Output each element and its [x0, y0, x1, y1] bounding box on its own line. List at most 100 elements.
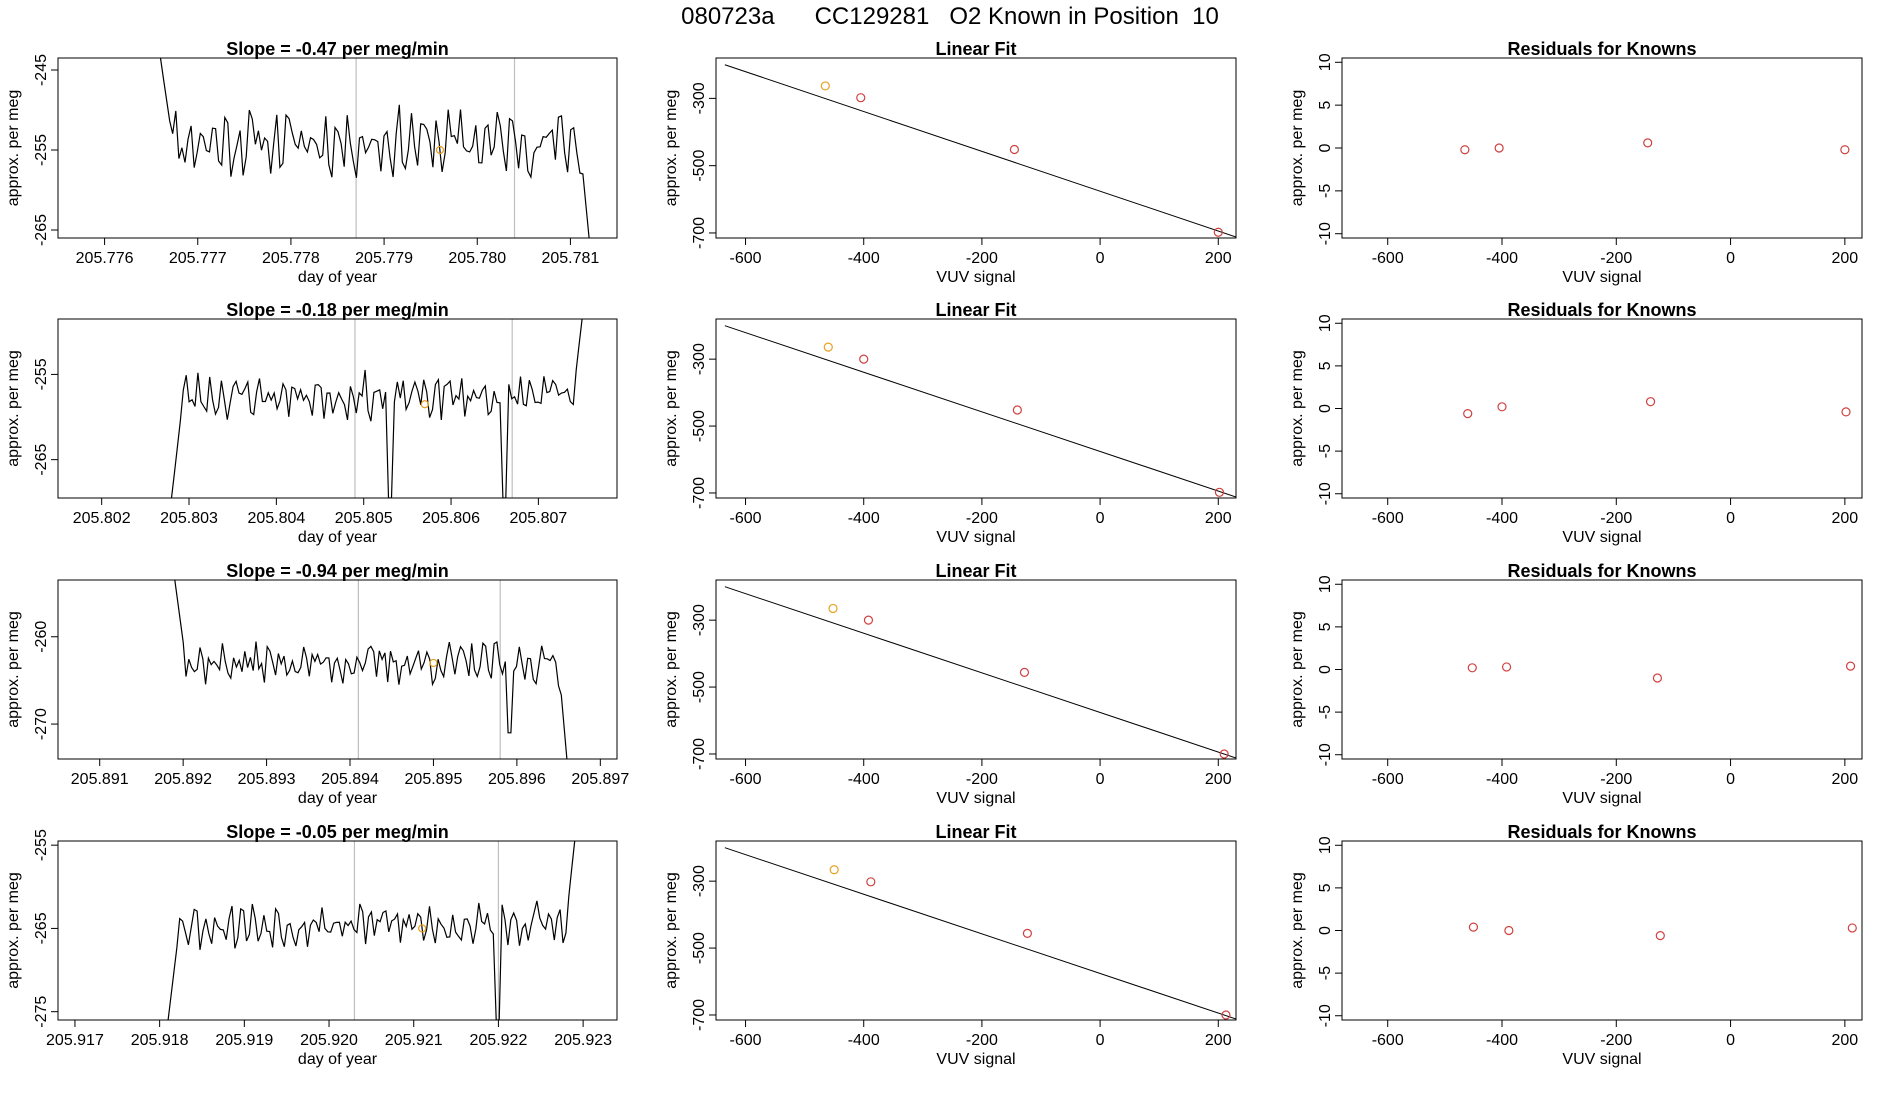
standard-point — [1467, 663, 1477, 673]
plot-frame — [715, 840, 1237, 1021]
standard-point — [1494, 143, 1504, 153]
known-point — [829, 865, 839, 875]
panel-title: Residuals for Knowns — [1507, 822, 1696, 842]
x-tick-label: -400 — [1486, 510, 1518, 527]
standard-point — [1219, 749, 1229, 759]
y-tick-label: 5 — [1317, 101, 1334, 110]
x-tick-label: 205.776 — [76, 250, 134, 267]
x-axis-title: VUV signal — [936, 269, 1015, 286]
x-axis-title: VUV signal — [1562, 269, 1641, 286]
standard-point — [1497, 402, 1507, 412]
panel-title: Linear Fit — [935, 300, 1016, 320]
standard-point — [1022, 928, 1033, 938]
x-tick-label: 200 — [1205, 1032, 1232, 1049]
standard-point — [1468, 922, 1479, 932]
panel-title: Slope = -0.47 per meg/min — [226, 39, 449, 59]
known-marker — [429, 658, 438, 668]
y-tick-label: -300 — [691, 343, 708, 375]
plot-area — [167, 841, 576, 1020]
x-tick-label: 0 — [1096, 1032, 1105, 1049]
x-tick-label: -200 — [966, 1032, 998, 1049]
y-axis-title: approx. per meg — [1289, 350, 1306, 467]
x-tick-label: 205.896 — [488, 771, 546, 788]
y-tick-label: -300 — [691, 82, 708, 114]
y-tick-label: -260 — [33, 621, 50, 653]
x-tick-label: 205.895 — [405, 771, 463, 788]
known-marker — [435, 145, 445, 155]
panel-title: Residuals for Knowns — [1507, 561, 1696, 581]
data-trace — [174, 580, 568, 759]
standard-point — [1019, 667, 1030, 677]
x-tick-label: 200 — [1832, 1032, 1859, 1049]
x-tick-label: -600 — [730, 250, 762, 267]
y-axis-title: approx. per meg — [5, 90, 22, 207]
x-axis-title: VUV signal — [1562, 790, 1641, 807]
y-tick-label: -255 — [33, 358, 50, 390]
y-axis-title: approx. per meg — [5, 872, 22, 989]
standard-point — [1221, 1010, 1231, 1020]
x-tick-label: -200 — [966, 771, 998, 788]
standard-point — [866, 877, 876, 887]
y-tick-label: -300 — [691, 604, 708, 636]
plot-frame — [715, 318, 1237, 499]
panel-title: Slope = -0.05 per meg/min — [226, 822, 449, 842]
x-tick-label: 205.807 — [509, 510, 567, 527]
plot-area — [1467, 661, 1856, 683]
y-tick-label: -255 — [33, 134, 50, 166]
x-tick-label: 205.918 — [131, 1032, 189, 1049]
standard-point — [1655, 931, 1665, 941]
x-tick-label: 205.802 — [73, 510, 131, 527]
y-tick-label: -245 — [33, 54, 50, 86]
standard-point — [1501, 662, 1512, 672]
x-tick-label: 205.897 — [571, 771, 629, 788]
x-tick-label: 205.779 — [355, 250, 413, 267]
panel-3-0-line: Slope = -0.05 per meg/min 205.917 205.918 2… — [5, 822, 618, 1068]
y-tick-label: 10 — [1317, 575, 1334, 593]
x-tick-label: 0 — [1726, 1032, 1735, 1049]
x-tick-label: 0 — [1096, 510, 1105, 527]
x-tick-label: 200 — [1205, 771, 1232, 788]
x-tick-label: 205.893 — [238, 771, 296, 788]
plot-area — [1460, 138, 1850, 155]
x-axis-title: day of year — [298, 269, 378, 286]
x-axis-title: day of year — [298, 529, 378, 546]
panel-title: Slope = -0.18 per meg/min — [226, 300, 449, 320]
y-tick-label: -700 — [691, 217, 708, 249]
plot-frame — [1341, 840, 1863, 1021]
plot-area — [159, 58, 590, 238]
y-tick-label: -700 — [691, 999, 708, 1031]
standard-point — [1841, 407, 1851, 417]
panel-2-0-line: Slope = -0.94 per meg/min 205.891 205.892 2… — [5, 561, 629, 807]
x-axis-title: VUV signal — [1562, 1051, 1641, 1068]
standard-point — [1214, 487, 1225, 497]
x-tick-label: -200 — [1600, 510, 1632, 527]
panel-1-2-scatter: Residuals for Knowns -600 -400 -200 0 200 VUV … — [1289, 300, 1863, 546]
x-tick-label: 205.805 — [335, 510, 393, 527]
plot-area — [174, 580, 568, 759]
x-tick-label: 205.921 — [385, 1032, 443, 1049]
y-tick-label: -700 — [691, 738, 708, 770]
y-tick-label: 10 — [1317, 53, 1334, 71]
y-tick-label: -700 — [691, 477, 708, 509]
data-trace — [159, 58, 590, 238]
panel-3-2-scatter: Residuals for Knowns -600 -400 -200 0 200 VUV … — [1289, 822, 1863, 1068]
standard-point — [856, 93, 866, 103]
x-tick-label: -400 — [848, 1032, 880, 1049]
x-tick-label: -400 — [1486, 250, 1518, 267]
x-tick-label: 0 — [1096, 771, 1105, 788]
x-tick-label: -200 — [1600, 250, 1632, 267]
data-trace — [167, 841, 576, 1020]
fit-line — [724, 586, 1236, 759]
y-tick-label: 10 — [1317, 314, 1334, 332]
y-tick-label: -10 — [1317, 1004, 1334, 1027]
plot-frame — [57, 840, 618, 1021]
x-tick-label: 200 — [1205, 250, 1232, 267]
standard-point — [1463, 409, 1473, 419]
y-tick-label: -300 — [691, 865, 708, 897]
x-tick-label: 205.920 — [300, 1032, 358, 1049]
plot-frame — [1341, 57, 1863, 239]
panel-title: Linear Fit — [935, 39, 1016, 59]
plot-frame — [57, 579, 618, 760]
y-tick-label: -5 — [1317, 444, 1334, 458]
y-tick-label: -275 — [33, 996, 50, 1028]
